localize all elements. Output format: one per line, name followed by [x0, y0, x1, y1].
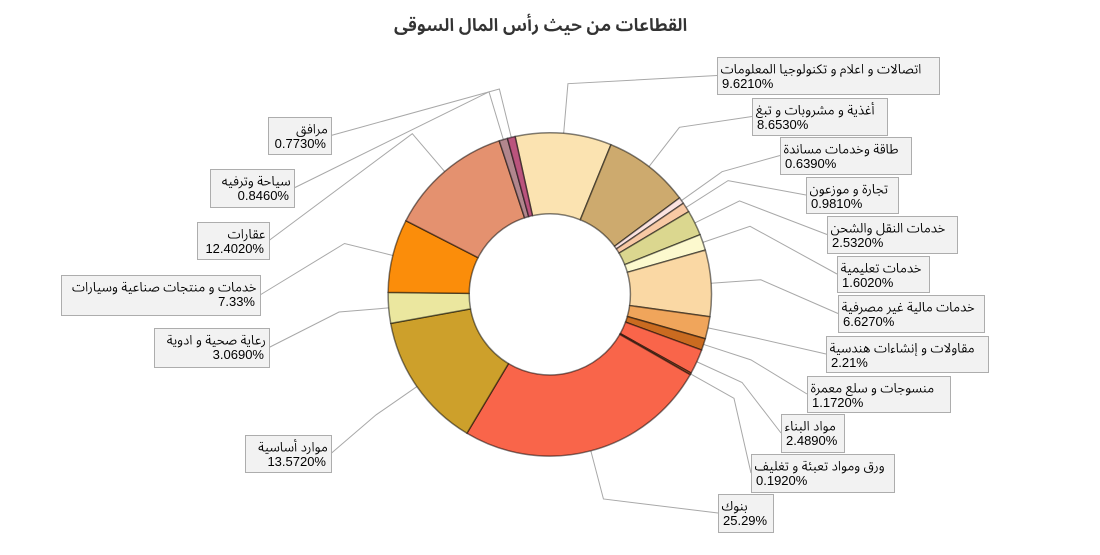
svg-text:9.6210%: 9.6210% — [722, 76, 774, 91]
svg-text:25.29%: 25.29% — [723, 513, 768, 528]
svg-text:2.4890%: 2.4890% — [786, 433, 838, 448]
svg-text:3.0690%: 3.0690% — [213, 347, 265, 362]
svg-text:7.33%: 7.33% — [218, 294, 255, 309]
svg-text:0.8460%: 0.8460% — [238, 188, 290, 203]
svg-text:0.7730%: 0.7730% — [275, 136, 327, 151]
svg-text:6.6270%: 6.6270% — [843, 314, 895, 329]
svg-text:1.1720%: 1.1720% — [812, 395, 864, 410]
svg-text:0.9810%: 0.9810% — [811, 196, 863, 211]
svg-text:0.6390%: 0.6390% — [785, 156, 837, 171]
svg-text:13.5720%: 13.5720% — [267, 454, 326, 469]
svg-text:12.4020%: 12.4020% — [205, 241, 264, 256]
svg-text:1.6020%: 1.6020% — [842, 275, 894, 290]
svg-text:8.6530%: 8.6530% — [757, 117, 809, 132]
svg-text:2.21%: 2.21% — [831, 355, 868, 370]
svg-text:2.5320%: 2.5320% — [832, 235, 884, 250]
svg-text:0.1920%: 0.1920% — [756, 473, 808, 488]
